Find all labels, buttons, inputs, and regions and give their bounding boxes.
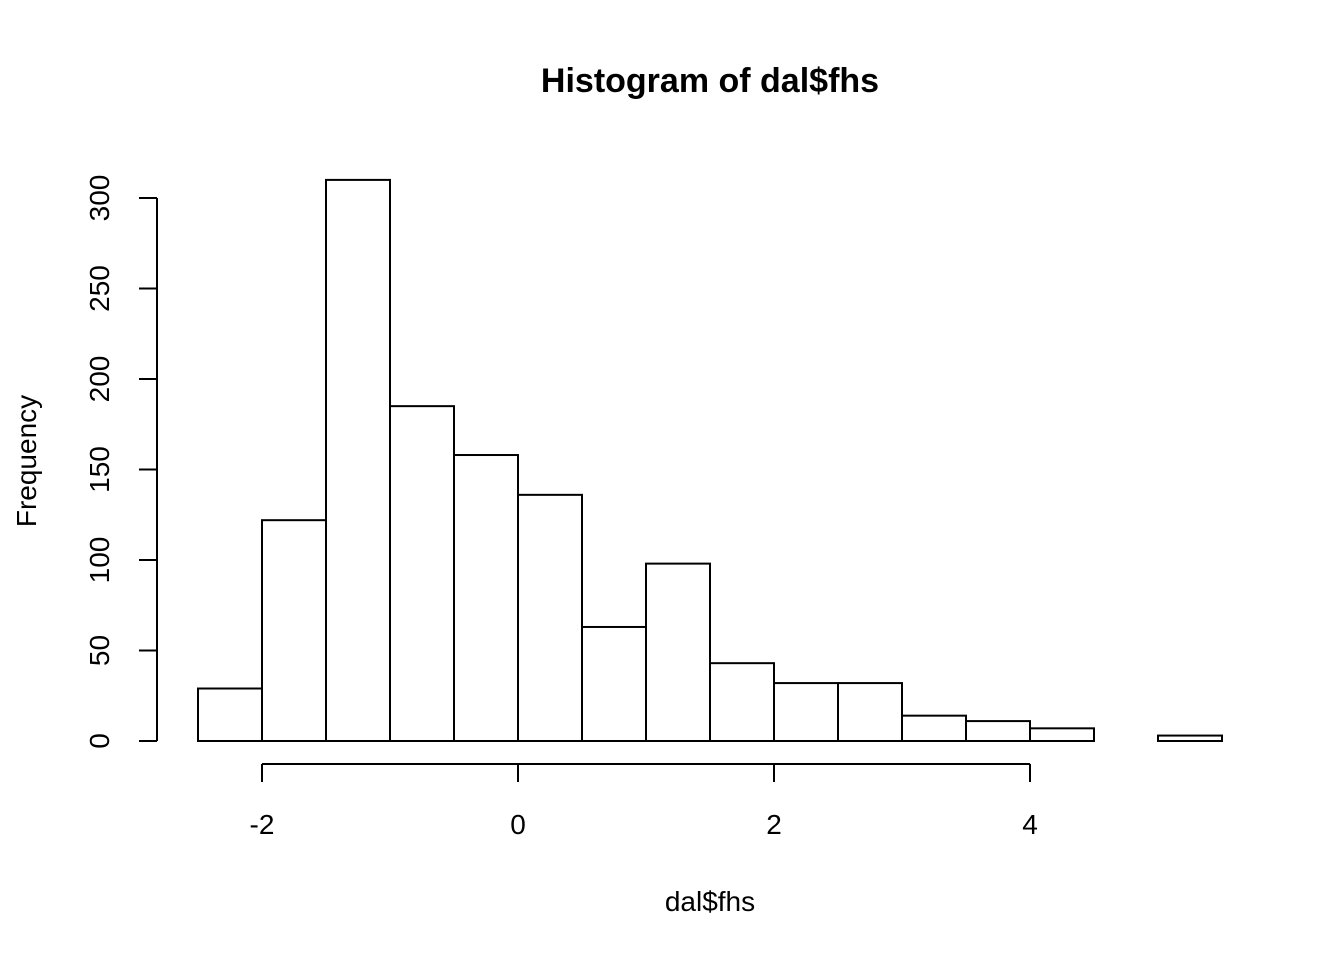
histogram-bar — [1029, 727, 1095, 743]
histogram-bar — [453, 454, 519, 742]
y-tick-label: 200 — [84, 356, 115, 403]
y-axis-label: Frequency — [11, 395, 42, 527]
histogram-bar — [581, 625, 647, 742]
histogram-bar — [389, 405, 455, 742]
y-tick-label: 250 — [84, 265, 115, 312]
histogram-bar — [517, 493, 583, 742]
x-axis-label: dal$fhs — [665, 886, 755, 917]
y-tick-label: 0 — [84, 733, 115, 749]
histogram-bar — [261, 519, 327, 742]
histogram-bar — [901, 714, 967, 742]
histogram-bars — [197, 178, 1223, 743]
x-tick-label: -2 — [250, 809, 275, 840]
histogram-bar — [197, 687, 263, 743]
y-tick-label: 300 — [84, 175, 115, 222]
y-tick-label: 100 — [84, 537, 115, 584]
y-tick-label: 150 — [84, 446, 115, 493]
histogram-bar — [325, 178, 391, 742]
y-axis: 0 50 100 150 200 250 300 — [84, 175, 158, 749]
histogram-bar — [709, 662, 775, 742]
chart-title: Histogram of dal$fhs — [541, 62, 879, 100]
histogram-bar — [965, 720, 1031, 743]
histogram-bar — [645, 562, 711, 742]
x-axis: -2 0 2 4 — [250, 763, 1038, 840]
x-tick-label: 4 — [1022, 809, 1038, 840]
histogram-bar — [837, 682, 903, 743]
x-tick-label: 0 — [510, 809, 526, 840]
y-tick-label: 50 — [84, 635, 115, 666]
histogram-bar — [773, 682, 839, 743]
x-tick-label: 2 — [766, 809, 782, 840]
histogram-bar — [1157, 734, 1223, 743]
